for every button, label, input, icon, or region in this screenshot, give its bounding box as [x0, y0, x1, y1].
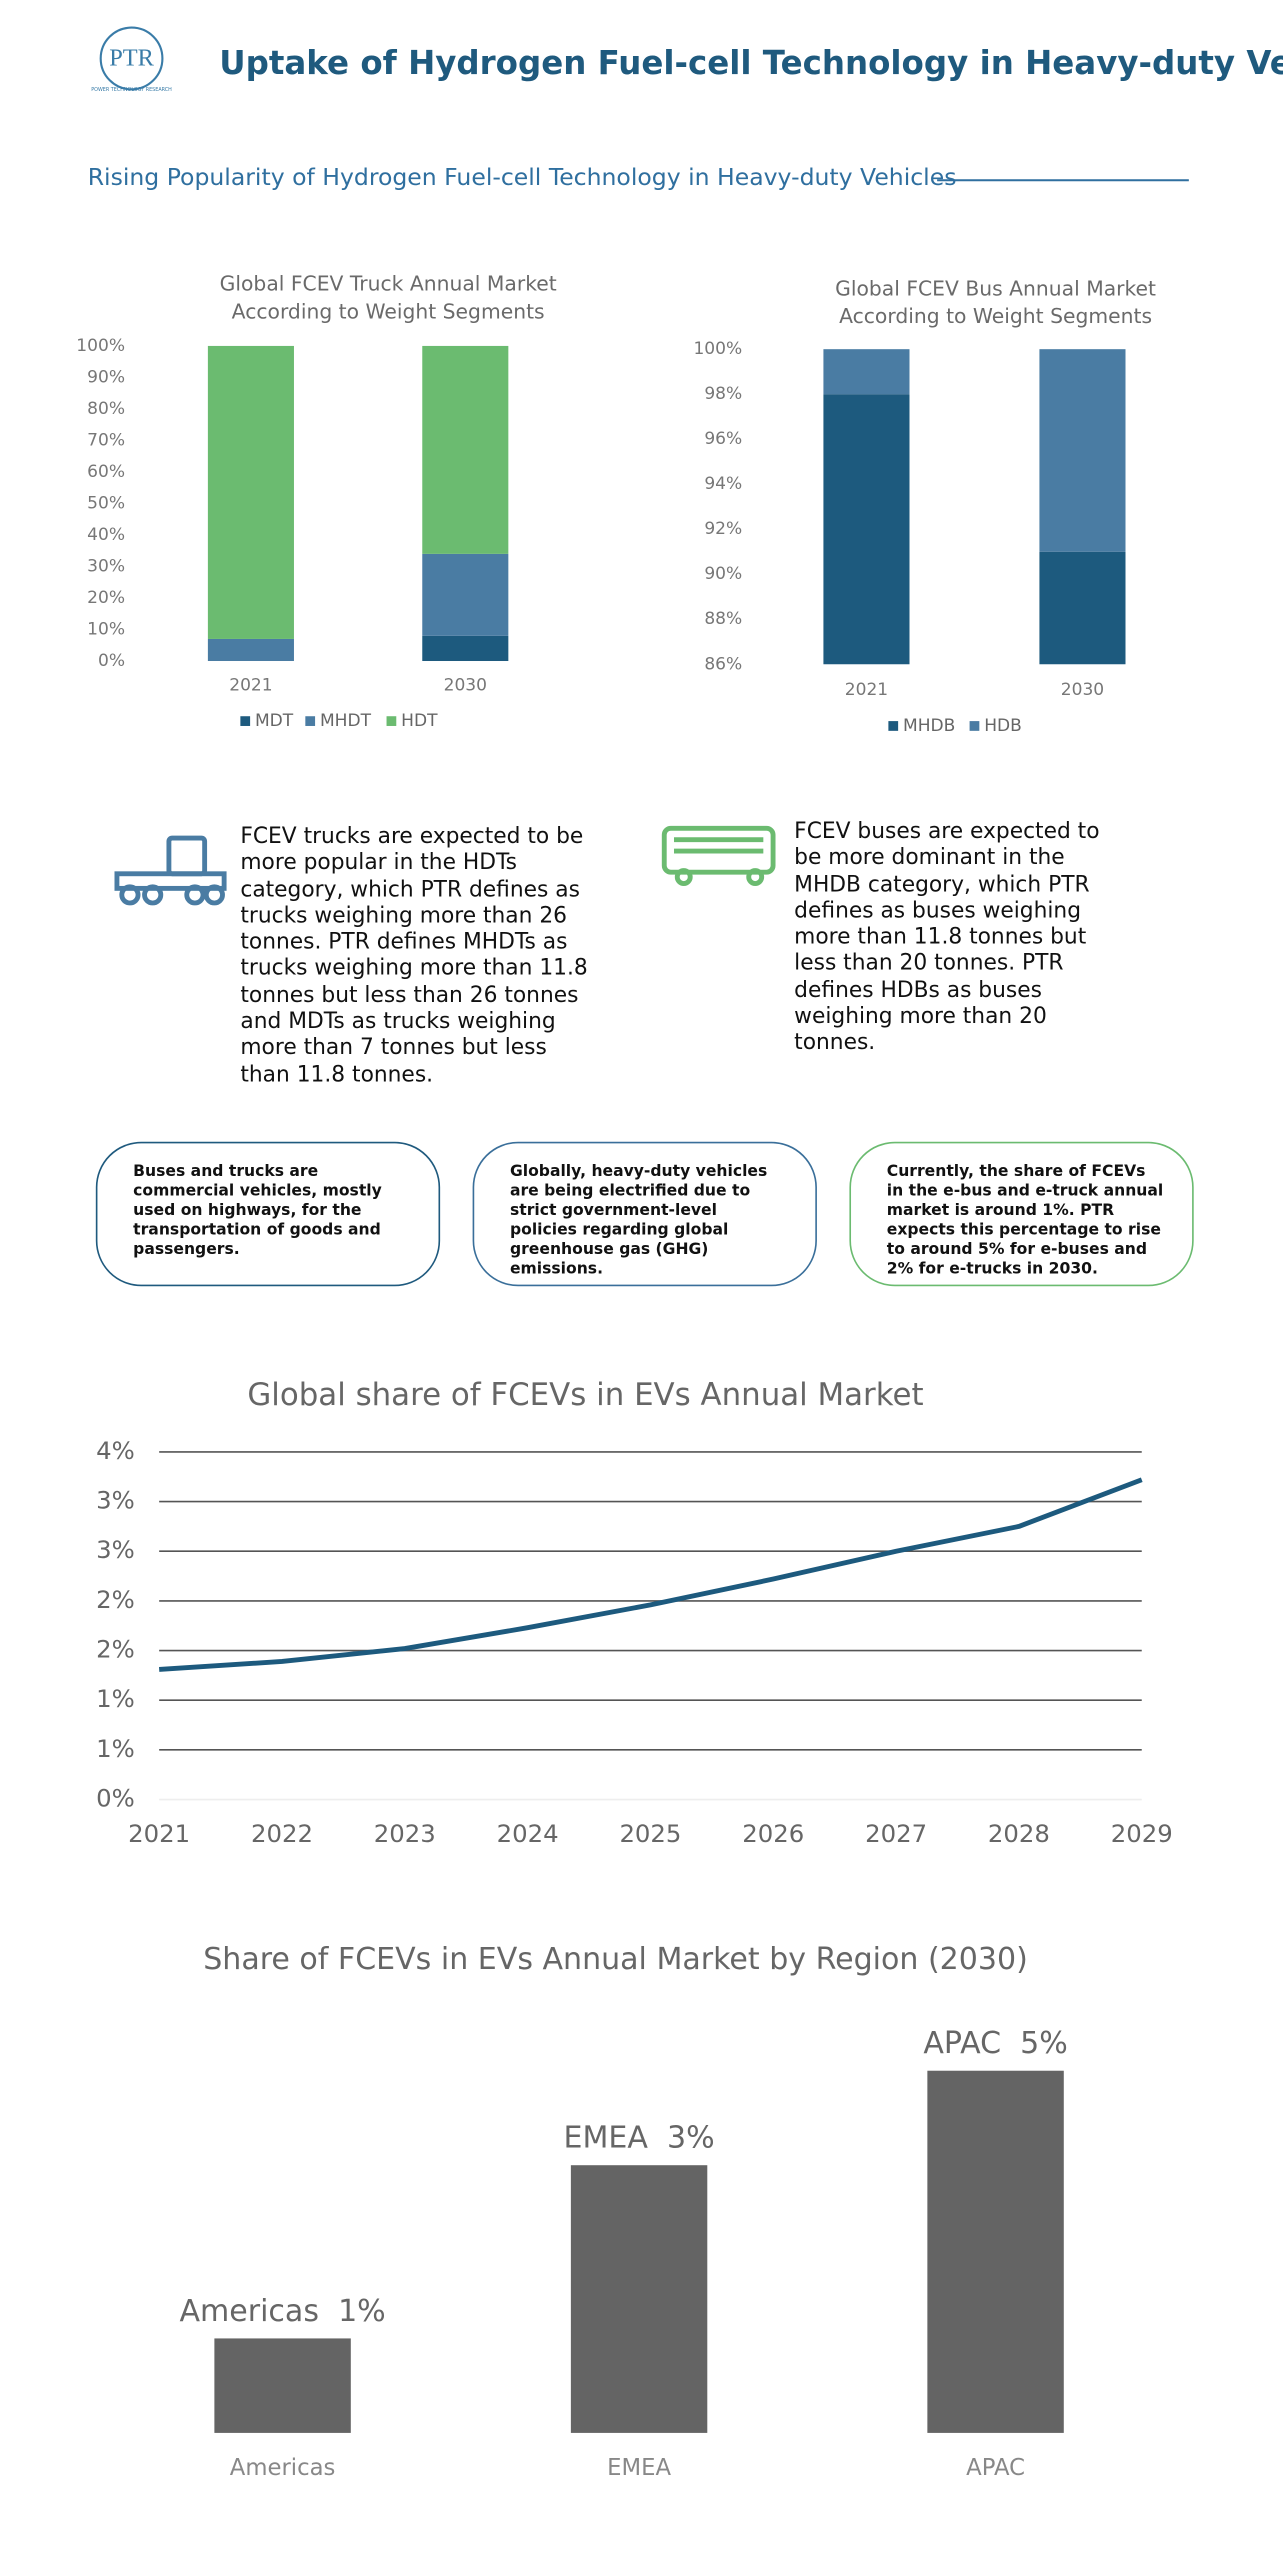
note: FCEV trucks are expected to be more popu… — [240, 825, 588, 1088]
y-tick-label: 40% — [87, 525, 125, 545]
y-tick-label: 96% — [704, 429, 742, 449]
bar-segment — [1039, 551, 1126, 665]
y-tick-label: 88% — [704, 609, 742, 629]
bus-icon — [661, 825, 776, 886]
logo: PTR — [109, 45, 154, 72]
x-tick-label: 2027 — [865, 1819, 927, 1848]
x-tick-label: 2029 — [1111, 1819, 1173, 1848]
legend-swatch — [240, 716, 251, 726]
note: FCEV buses are expected to be more domin… — [794, 820, 1100, 1057]
y-tick-label: 60% — [87, 462, 125, 482]
y-tick-label: 86% — [704, 654, 742, 674]
bar-segment — [823, 349, 910, 395]
value-label: APAC 5% — [923, 2026, 1067, 2061]
chart-title: Global FCEV Truck Annual Market Accordin… — [219, 271, 557, 324]
x-tick-label: 2025 — [619, 1819, 681, 1848]
bar — [570, 2165, 708, 2433]
x-tick-label: 2023 — [374, 1819, 436, 1848]
x-tick-label: 2024 — [497, 1819, 559, 1848]
fact-box: Buses and trucks are commercial vehicles… — [95, 1141, 441, 1287]
bar — [214, 2338, 351, 2433]
y-tick-label: 1% — [96, 1734, 135, 1763]
bar-segment — [422, 635, 509, 662]
y-tick-label: 3% — [96, 1535, 135, 1564]
y-tick-label: 4% — [96, 1436, 135, 1465]
x-tick-label: EMEA — [607, 2455, 671, 2481]
value-label: Americas 1% — [179, 2294, 385, 2329]
bar-segment — [207, 638, 294, 662]
x-tick-label: APAC — [966, 2455, 1025, 2481]
y-tick-label: 30% — [87, 556, 125, 576]
y-tick-label: 100% — [76, 336, 125, 356]
y-tick-label: 90% — [704, 564, 742, 584]
bar-segment — [1039, 349, 1126, 552]
y-tick-label: 2% — [96, 1635, 135, 1664]
y-tick-label: 2% — [96, 1585, 135, 1614]
legend-swatch — [386, 716, 397, 726]
legend-label: MHDB — [903, 716, 955, 736]
line — [159, 1477, 1143, 1672]
fact-box: Currently, the share of FCEVs in the e-b… — [849, 1141, 1194, 1287]
y-tick-label: 10% — [87, 620, 125, 640]
bar-segment — [422, 553, 509, 636]
bar — [927, 2070, 1064, 2433]
chart-title: Global FCEV Bus Annual Market According … — [835, 276, 1157, 329]
logo-ring — [99, 26, 164, 91]
legend-label: HDB — [984, 716, 1022, 736]
x-tick-label: 2021 — [845, 680, 888, 700]
page-title: Uptake of Hydrogen Fuel-cell Technology … — [219, 44, 1283, 82]
chart-title: Share of FCEVs in EVs Annual Market by R… — [203, 1942, 1028, 1977]
x-tick-label: 2022 — [251, 1819, 313, 1848]
legend-swatch — [888, 721, 899, 731]
x-tick-label: 2026 — [742, 1819, 804, 1848]
y-tick-label: 3% — [96, 1486, 135, 1515]
y-tick-label: 20% — [87, 588, 125, 608]
y-tick-label: 80% — [87, 399, 125, 419]
x-tick-label: 2030 — [1061, 680, 1104, 700]
x-tick-label: 2021 — [128, 1819, 190, 1848]
x-tick-label: Americas — [230, 2455, 336, 2481]
truck-icon — [114, 835, 227, 906]
bar-segment — [422, 345, 509, 554]
fact-box: Globally, heavy-duty vehicles are being … — [472, 1141, 817, 1287]
y-tick-label: 50% — [87, 493, 125, 513]
section-title: Rising Popularity of Hydrogen Fuel-cell … — [88, 163, 957, 191]
legend-swatch — [969, 721, 980, 731]
legend-label: MHDT — [320, 711, 372, 731]
y-tick-label: 70% — [87, 430, 125, 450]
chart-title: Global share of FCEVs in EVs Annual Mark… — [247, 1377, 923, 1413]
y-tick-label: 92% — [704, 519, 742, 539]
y-tick-label: 100% — [693, 339, 742, 359]
y-tick-label: 94% — [704, 474, 742, 494]
value-label: EMEA 3% — [564, 2121, 715, 2156]
bar-segment — [823, 394, 910, 665]
y-tick-label: 90% — [87, 367, 125, 387]
legend-label: HDT — [401, 711, 438, 731]
y-tick-label: 0% — [96, 1784, 135, 1813]
bar-segment — [207, 345, 294, 639]
y-tick-label: 1% — [96, 1684, 135, 1713]
legend-swatch — [305, 716, 316, 726]
legend-label: MDT — [255, 711, 294, 731]
x-tick-label: 2030 — [444, 675, 487, 695]
y-tick-label: 0% — [98, 651, 125, 671]
x-tick-label: 2021 — [229, 675, 272, 695]
logo-caption: POWER TECHNOLOGY RESEARCH — [91, 87, 172, 93]
y-tick-label: 98% — [704, 384, 742, 404]
x-tick-label: 2028 — [988, 1819, 1050, 1848]
